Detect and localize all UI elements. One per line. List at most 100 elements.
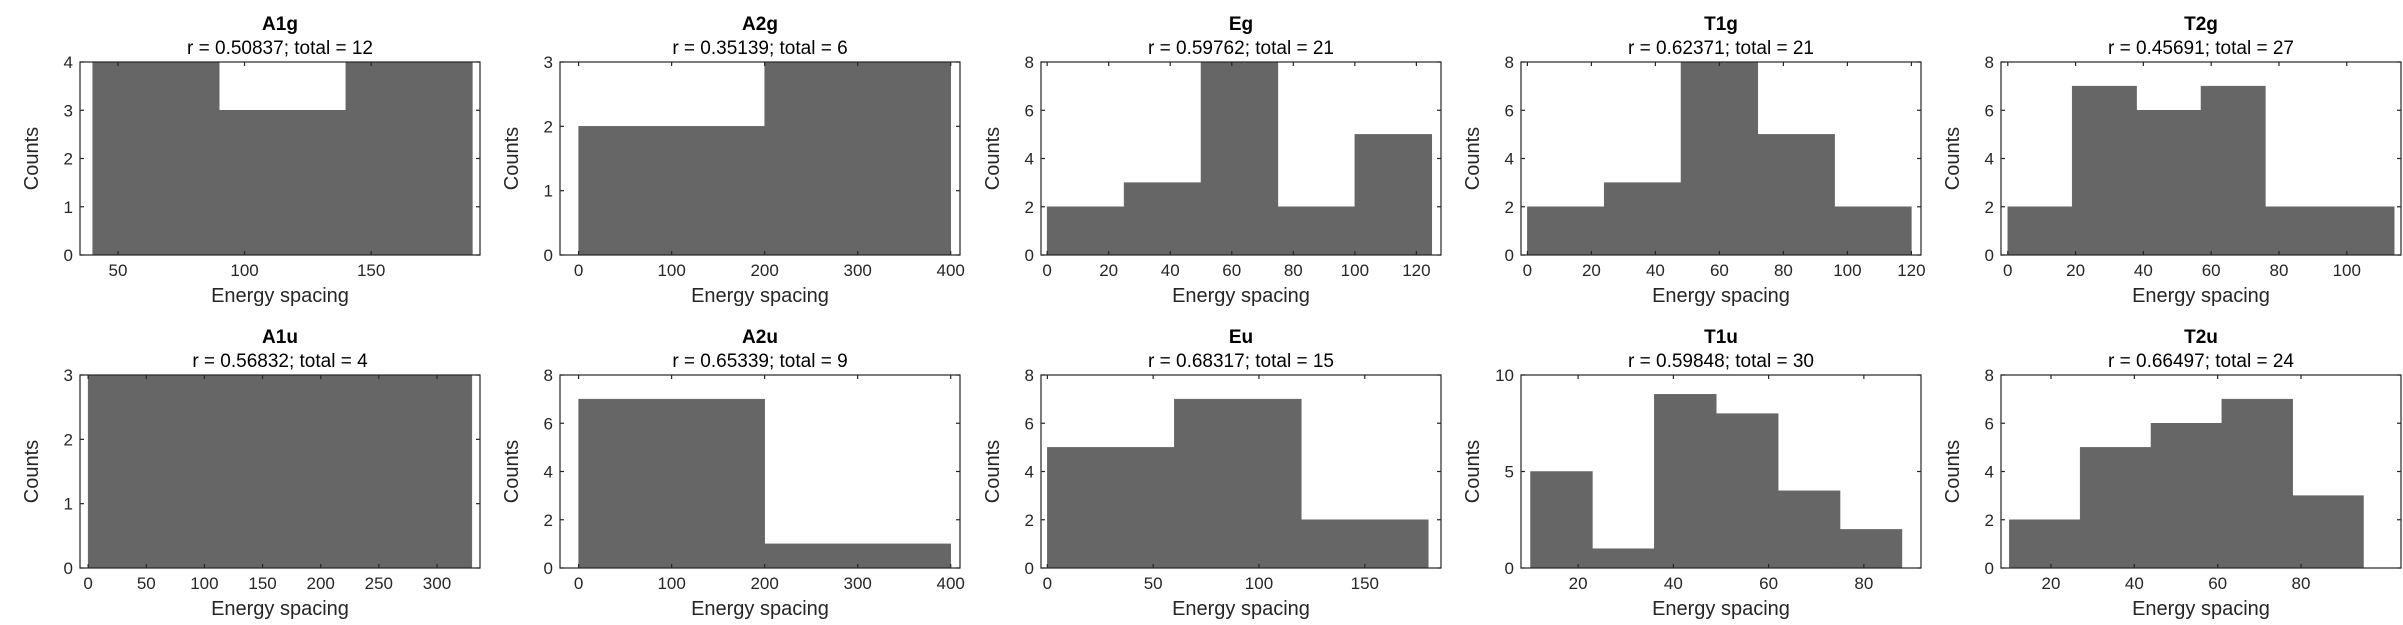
x-tick-label: 0 (1523, 261, 1532, 280)
y-tick-label: 6 (1985, 101, 1994, 120)
x-tick-label: 0 (83, 574, 92, 593)
subplot-subtitle: r = 0.68317; total = 15 (1148, 351, 1334, 372)
x-tick-label: 0 (2003, 261, 2012, 280)
x-tick-label: 300 (843, 574, 871, 593)
histogram-bar (2136, 110, 2202, 256)
x-tick-label: 20 (2042, 574, 2061, 593)
x-tick-label: 100 (2333, 261, 2361, 280)
y-tick-label: 4 (1985, 150, 1994, 169)
histogram-bar (1527, 206, 1605, 256)
y-tick-label: 4 (1505, 150, 1514, 169)
histogram-bar (87, 374, 473, 569)
x-tick-label: 80 (2292, 574, 2311, 593)
y-axis-label: Counts (982, 440, 1004, 503)
x-tick-label: 60 (2202, 261, 2221, 280)
x-axis-label: Energy spacing (1652, 285, 1790, 307)
x-tick-label: 100 (230, 261, 258, 280)
y-axis-label: Counts (21, 440, 43, 503)
subplot-subtitle: r = 0.45691; total = 27 (2108, 38, 2294, 59)
y-tick-label: 8 (1985, 53, 1994, 72)
y-tick-label: 8 (1025, 366, 1034, 385)
histogram-bar (1354, 134, 1433, 256)
histogram-bar (1047, 447, 1175, 569)
x-tick-label: 20 (1582, 261, 1601, 280)
histogram-bar (2150, 423, 2223, 569)
y-tick-label: 2 (544, 117, 553, 136)
histogram-bar (2200, 85, 2266, 256)
histogram-bar (1123, 182, 1202, 256)
subplot-title: A2g (742, 14, 778, 35)
x-tick-label: 20 (1099, 261, 1118, 280)
x-tick-label: 50 (1144, 574, 1163, 593)
x-tick-label: 400 (937, 261, 965, 280)
subplot-title: A2u (742, 327, 778, 348)
x-axis-label: Energy spacing (691, 598, 829, 620)
histogram-bar (1654, 394, 1717, 569)
subplot-subtitle: r = 0.59848; total = 30 (1628, 351, 1814, 372)
x-tick-label: 60 (1222, 261, 1241, 280)
histogram-bar (1603, 182, 1682, 256)
x-tick-label: 50 (137, 574, 156, 593)
x-tick-label: 80 (1854, 574, 1873, 593)
histogram-bar (1834, 206, 1912, 256)
subplot-title: A1u (262, 327, 298, 348)
subplot-t2u: 20 40 60 80 0 2 4 6 8 T2u r = 0.66497; total = 24 E… (1942, 327, 2402, 620)
y-tick-label: 1 (544, 182, 553, 201)
x-tick-label: 100 (657, 574, 685, 593)
y-tick-label: 6 (1505, 101, 1514, 120)
x-tick-label: 120 (1402, 261, 1430, 280)
y-axis-label: Counts (1942, 127, 1964, 190)
subplot-title: Eg (1229, 14, 1253, 35)
x-axis-label: Energy spacing (691, 285, 829, 307)
histogram-bar (1757, 134, 1835, 256)
x-tick-label: 0 (574, 261, 583, 280)
y-tick-label: 6 (544, 414, 553, 433)
histogram-bar (1046, 206, 1125, 256)
x-tick-label: 300 (423, 574, 451, 593)
x-axis-label: Energy spacing (1652, 598, 1790, 620)
y-tick-label: 0 (544, 559, 553, 578)
histogram-bar (345, 61, 473, 256)
y-tick-label: 8 (1985, 366, 1994, 385)
histogram-bar (764, 543, 951, 569)
y-tick-label: 6 (1025, 414, 1034, 433)
x-tick-label: 60 (2208, 574, 2227, 593)
histogram-bar (92, 61, 220, 256)
x-tick-label: 20 (2066, 261, 2085, 280)
y-axis-label: Counts (501, 440, 523, 503)
y-tick-label: 3 (64, 366, 73, 385)
x-tick-label: 120 (1897, 261, 1925, 280)
subplot-title: Eu (1229, 327, 1253, 348)
x-tick-label: 200 (750, 261, 778, 280)
subplot-a2u: 0 100 200 300 400 0 2 4 6 8 A2u r = 0.65339; total … (501, 327, 965, 620)
histogram-bar (1715, 413, 1779, 569)
y-tick-label: 8 (1025, 53, 1034, 72)
y-tick-label: 4 (1025, 463, 1034, 482)
y-tick-label: 0 (1505, 246, 1514, 265)
x-tick-label: 0 (1042, 261, 1051, 280)
x-tick-label: 100 (1833, 261, 1861, 280)
x-axis-label: Energy spacing (2132, 285, 2270, 307)
y-tick-label: 0 (544, 246, 553, 265)
subplot-subtitle: r = 0.65339; total = 9 (672, 351, 847, 372)
y-tick-label: 1 (64, 495, 73, 514)
subplot-subtitle: r = 0.66497; total = 24 (2108, 351, 2294, 372)
x-tick-label: 40 (1646, 261, 1665, 280)
subplot-title: A1g (262, 14, 298, 35)
y-tick-label: 3 (64, 101, 73, 120)
x-axis-label: Energy spacing (1172, 598, 1310, 620)
x-tick-label: 100 (657, 261, 685, 280)
histogram-bar (578, 398, 765, 569)
subplot-a2g: 0 100 200 300 400 0 1 2 3 A2g r = 0.35139; total =… (501, 14, 965, 307)
y-tick-label: 0 (64, 559, 73, 578)
x-tick-label: 0 (574, 574, 583, 593)
histogram-bar (1777, 490, 1841, 569)
y-tick-label: 8 (544, 366, 553, 385)
x-axis-label: Energy spacing (1172, 285, 1310, 307)
y-tick-label: 6 (1985, 414, 1994, 433)
y-tick-label: 0 (1025, 246, 1034, 265)
histogram-bar (2329, 206, 2395, 256)
subplot-eu: 0 50 100 150 0 2 4 6 8 Eu r = 0.68317; total = 15 E… (982, 327, 1442, 620)
histogram-bar (2265, 206, 2331, 256)
histogram-bar (2221, 398, 2293, 569)
